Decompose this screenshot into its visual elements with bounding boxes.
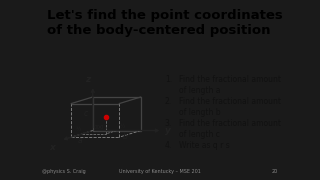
Text: 4.: 4. xyxy=(165,141,172,150)
Text: y: y xyxy=(165,126,171,135)
Text: Find the fractional amount
of length b: Find the fractional amount of length b xyxy=(179,97,281,117)
Text: 20: 20 xyxy=(271,168,278,174)
Text: ½: ½ xyxy=(76,128,81,133)
Text: 1.: 1. xyxy=(165,75,172,84)
Text: 3.: 3. xyxy=(165,119,172,128)
Text: Let's find the point coordinates
of the body-centered position: Let's find the point coordinates of the … xyxy=(47,9,283,37)
Text: @physics S. Craig: @physics S. Craig xyxy=(42,168,86,174)
Text: ½: ½ xyxy=(119,125,124,129)
Text: a: a xyxy=(77,136,82,145)
Text: Write as q r s: Write as q r s xyxy=(179,141,230,150)
Text: x: x xyxy=(50,143,56,152)
Text: z: z xyxy=(85,75,91,84)
Text: c: c xyxy=(84,109,88,118)
Text: 000: 000 xyxy=(94,125,105,130)
Text: Find the fractional amount
of length a: Find the fractional amount of length a xyxy=(179,75,281,95)
Text: b: b xyxy=(123,132,128,141)
Text: Find the fractional amount
of length c: Find the fractional amount of length c xyxy=(179,119,281,140)
Text: University of Kentucky – MSE 201: University of Kentucky – MSE 201 xyxy=(119,168,201,174)
Text: 2.: 2. xyxy=(165,97,172,106)
